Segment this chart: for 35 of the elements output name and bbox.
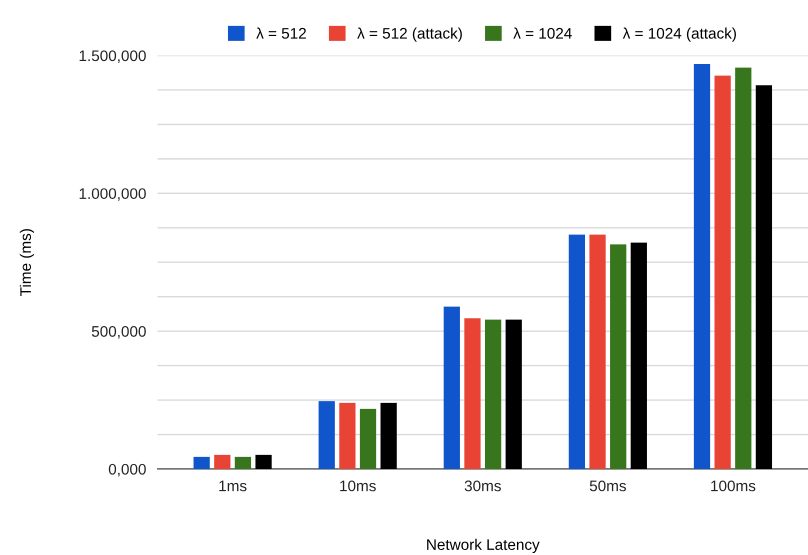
bar [694,64,710,469]
bar [589,234,606,469]
y-axis-title: Time (ms) [20,229,34,296]
y-tick-label: 1.500,000 [80,50,146,63]
bar [444,306,460,469]
bar [484,320,502,469]
bar [756,85,772,469]
legend-label: λ = 1024 [513,28,572,39]
bar [360,408,376,469]
y-tick-label: 500,000 [92,326,146,339]
bar [464,318,481,469]
bar [380,402,397,469]
legend-label: λ = 512 (attack) [357,28,462,42]
y-tick-label: 1.000,000 [80,188,146,201]
bar [214,454,230,469]
bar [506,320,522,469]
bar [714,76,731,469]
bar [630,242,647,469]
bar [610,244,626,469]
bar [735,68,752,469]
x-tick-label: 100ms [711,480,756,492]
bar [255,454,272,469]
legend-label: λ = 1024 (attack) [622,28,736,42]
x-axis-title: Network Latency [427,538,540,554]
legend-label: λ = 512 [256,28,306,39]
bar [568,234,586,469]
x-tick-label: 30ms [464,480,501,492]
y-tick-label: 0,000 [108,464,146,476]
bar [194,456,210,469]
bar [318,401,335,469]
bar [234,456,252,469]
x-tick-label: 10ms [340,480,376,492]
x-tick-label: 50ms [590,480,626,492]
x-tick-label: 1ms [219,480,246,492]
bar [339,402,356,469]
